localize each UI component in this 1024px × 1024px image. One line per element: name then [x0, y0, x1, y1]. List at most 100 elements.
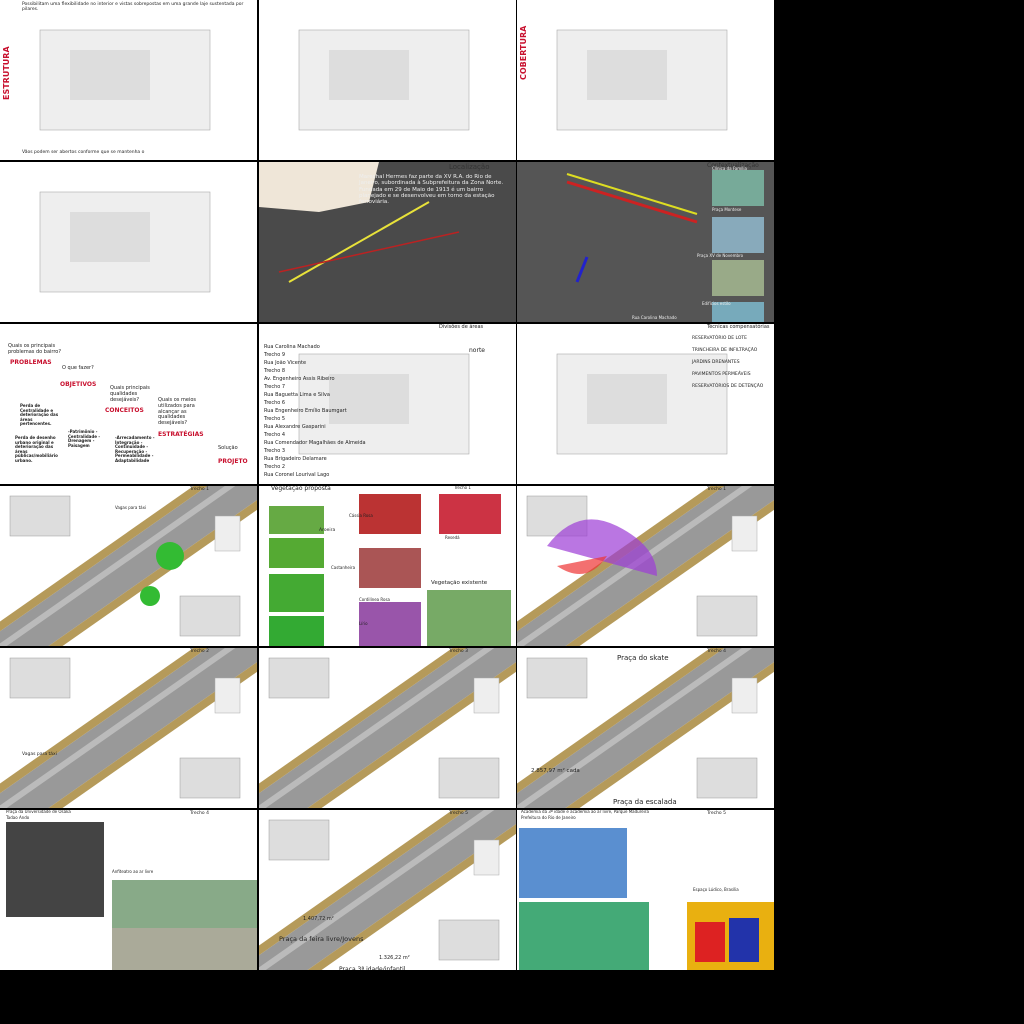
slide-text: RESERVATÓRIOS DE DETENÇÃO	[692, 384, 764, 389]
slide-text: 1.407,72 m²	[303, 916, 334, 922]
slide-text: PROJETO	[218, 458, 248, 465]
slide-text: Praça Montese	[712, 207, 742, 212]
slide: Trecho 4 Praça do skate 2.857,97 m² cada Pr…	[517, 648, 774, 808]
slide-text: Vegetação proposta	[271, 486, 331, 492]
slide: Trecho 1	[517, 486, 774, 646]
slide-text: Aroeira	[319, 528, 336, 533]
slide-text: Rua Baguetta Lima e Silva	[264, 392, 330, 398]
slide-text: Academia da 3ª idade e academia ao ar li…	[521, 810, 649, 814]
slide-drawing	[6, 822, 257, 970]
slide: Quais os principais problemas do bairro?…	[0, 324, 257, 484]
slide-text: Vegetação existente	[431, 580, 488, 586]
slide-text: Trecho 4	[190, 811, 209, 816]
slide-drawing	[298, 353, 470, 455]
slide-text: Quais os principais problemas do bairro?	[8, 343, 62, 355]
slide-text: Rua João Vicente	[264, 360, 307, 366]
slide: Vegetação proposta Trecho 1 Aroeira Cássia …	[259, 486, 516, 646]
slide-text: 2.857,97 m² cada	[531, 768, 580, 774]
slide: Divisões de áreas norte Rua Carolina Macha…	[259, 324, 516, 484]
slide-text: Divisões de áreas	[439, 324, 484, 330]
slide-drawing	[519, 828, 774, 970]
slide-text: 1.326,22 m²	[379, 955, 410, 961]
slide-drawing	[259, 162, 516, 322]
slide-drawing	[0, 648, 257, 808]
slide-text: Possibilitam uma flexibilidade no interi…	[22, 2, 244, 13]
slide: Trecho 1 Vagas para táxi	[0, 486, 257, 646]
slide-text: Trecho 2	[190, 649, 209, 654]
slide-text: Trecho 9	[264, 352, 286, 358]
slide-text: Trecho 7	[264, 384, 286, 390]
slide: ESTRUTURA Possibilitam uma flexibilidade …	[0, 0, 257, 160]
slide: Academia da 3ª idade e academia ao ar li…	[517, 810, 774, 970]
slide-text: Praça da feira livre/Jovens	[279, 935, 364, 943]
slide-text: Praça da escalada	[613, 798, 677, 806]
slide-drawing	[517, 648, 774, 808]
slide-text: -Arrecadamento -Integração -Continuidade…	[115, 435, 155, 463]
slide-text: Solução	[218, 445, 238, 451]
slide-text: Espaço Lúdico, Brasília	[693, 887, 739, 892]
slide-text: Vagas para táxi	[22, 752, 57, 757]
slide-text: Praça do skate	[617, 654, 669, 662]
slide-text: Trecho 5	[707, 811, 726, 816]
slide-text: CONCEITOS	[105, 407, 144, 414]
slide-text: -Patrimônio -Centralidade -Drenagem -Pai…	[68, 429, 101, 448]
slide-drawing	[0, 486, 257, 646]
slide-text: Marechal Hermes faz parte da XV R.A. do …	[359, 174, 504, 206]
slide: Trecho 5 1.407,72 m² Praça da feira livre/…	[259, 810, 516, 970]
slide-text: Quais os meios utilizados para alcançar …	[158, 397, 197, 426]
slide-text: Clínica da Família	[712, 166, 747, 171]
slide-text: Trecho 1	[190, 487, 209, 492]
slide-text: O que fazer?	[62, 365, 94, 371]
slide-text: Cordilínea Rosa	[359, 597, 390, 602]
slide-text: Trecho 8	[264, 368, 286, 374]
slide-text: Rua Alexandre Gasparini	[264, 424, 326, 430]
slide-text: Vagas para táxi	[115, 505, 147, 510]
slide-text: Rua Coronel Lourival Lago	[264, 472, 330, 478]
slide	[259, 0, 516, 160]
slide: Localização Marechal Hermes faz parte da …	[259, 162, 516, 322]
slide-drawing	[259, 810, 516, 970]
slide	[0, 162, 257, 322]
slide-text: Anfiteatro ao ar livre	[112, 869, 154, 874]
slide-text: Praça da Universidade de Osaka	[6, 810, 71, 814]
slide-drawing	[556, 29, 728, 131]
slide-drawing	[517, 486, 774, 646]
slide-text: norte	[469, 347, 485, 354]
slide-drawing	[517, 162, 774, 322]
slide-text: Trecho 3	[264, 448, 286, 454]
slide-text: OBJETIVOS	[60, 381, 97, 388]
slide-text: Trecho 6	[264, 400, 286, 406]
slide-text: Edifícios estilo	[702, 301, 731, 306]
slide-text: Rua Comendador Magalhães de Almeida	[264, 440, 366, 446]
slide: Praça da Universidade de Osaka Tadao Ando…	[0, 810, 257, 970]
slide-text: Praça XV de Novembro	[697, 253, 744, 258]
slide-text: Perda de desenho urbano original e deter…	[15, 435, 58, 463]
slide-drawing	[39, 29, 211, 131]
slide-text: Trecho 2	[264, 464, 286, 470]
slide-text: Av. Engenheiro Assis Ribeiro	[264, 376, 335, 382]
slide-text: Trecho 1	[707, 487, 726, 492]
slide-text: Rua Carolina Machado	[632, 315, 677, 320]
slide-text: Trecho 4	[707, 649, 726, 654]
slide-text: COBERTURA	[519, 25, 528, 80]
slide-text: Prefeitura do Rio de Janeiro	[521, 815, 576, 820]
slide-text: Rua Carolina Machado	[264, 344, 320, 350]
slide: COBERTURA	[517, 0, 774, 160]
slide-text: TRINCHEIRA DE INFILTRAÇÃO	[692, 348, 758, 353]
slide-drawing	[259, 648, 516, 808]
slide: Contextualização Clínica da Família Praça …	[517, 162, 774, 322]
slide-text: Rua Engenheiro Emílio Baumgart	[264, 408, 347, 414]
slide-text: Trecho 5	[264, 416, 286, 422]
slide-text: Castanheira	[331, 565, 356, 570]
slide-text: Contextualização	[707, 162, 759, 169]
slide-text: ESTRATÉGIAS	[158, 431, 204, 438]
slide-text: Praça 3ª idade/infantil	[339, 966, 406, 970]
slide-text: Rua Brigadeiro Delamare	[264, 456, 327, 462]
slide-text: Vãos podem ser abertos conforme que se m…	[22, 150, 145, 155]
slide: Trecho 3	[259, 648, 516, 808]
slide-text: Tadao Ando	[6, 815, 30, 820]
slide-text: Perda de Centralidade e deterioração das…	[20, 403, 59, 427]
slide-text: Trecho 1	[454, 486, 471, 490]
slide-text: Lírio	[359, 621, 368, 626]
